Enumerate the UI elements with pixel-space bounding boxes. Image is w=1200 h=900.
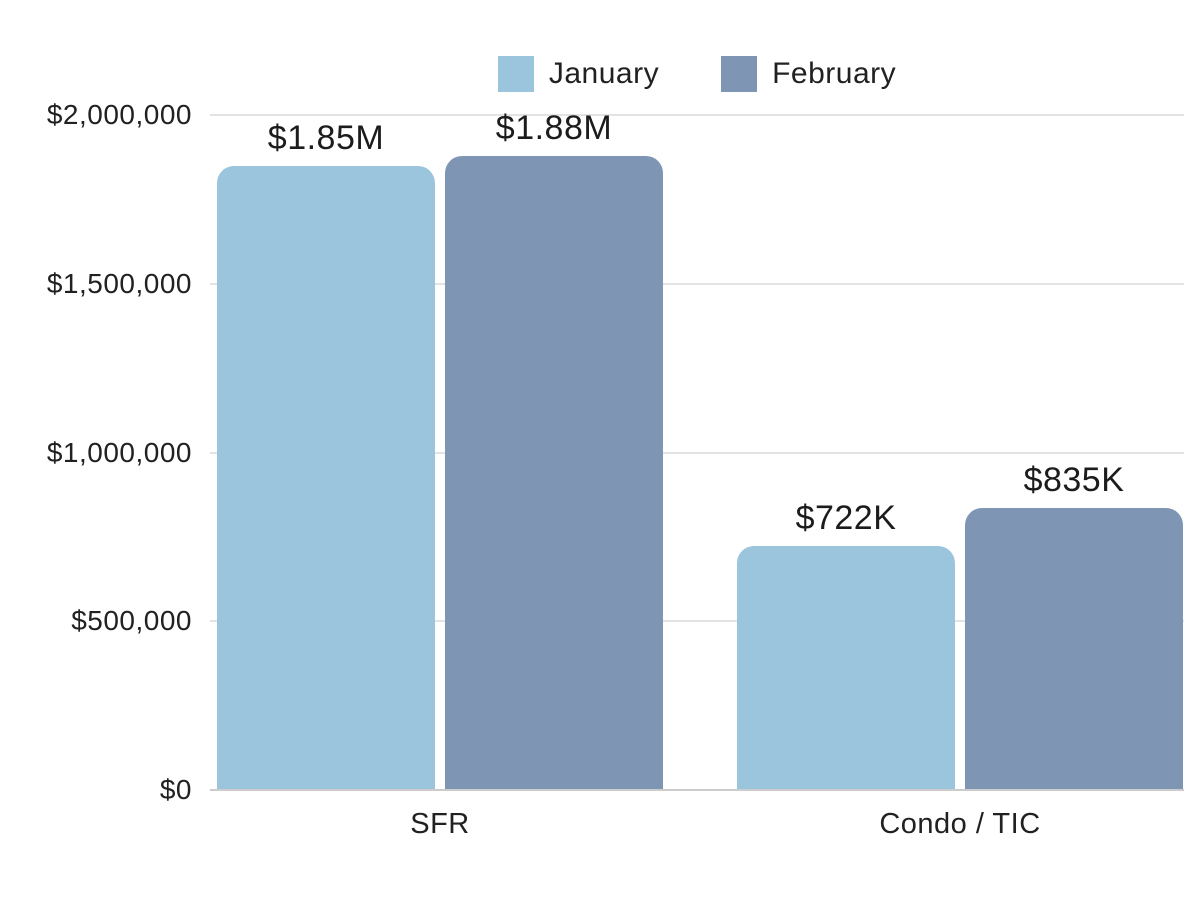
y-tick-label: $500,000 (71, 605, 192, 637)
y-tick-label: $1,000,000 (46, 436, 192, 468)
legend-label-january: January (548, 57, 660, 90)
bar-value-label-january-sfr: $1.85M (267, 118, 385, 157)
bar-february-sfr[interactable] (445, 155, 663, 789)
legend-label-february: February (772, 57, 897, 90)
legend-item-january[interactable]: January (497, 56, 660, 92)
bar-value-label-february-sfr: $1.88M (495, 108, 613, 147)
gridline (210, 282, 1184, 285)
gridline (210, 620, 1184, 623)
bar-january-condo-tic[interactable] (737, 546, 955, 789)
legend-swatch-january-icon (497, 56, 534, 92)
bar-value-label-february-condo-tic: $835K (1023, 461, 1125, 500)
y-tick-label: $2,000,000 (46, 99, 192, 130)
chart-legend: January February (210, 52, 1184, 96)
gridline (210, 451, 1184, 454)
bar-january-sfr[interactable] (217, 165, 435, 789)
x-tick-label-condo-tic: Condo / TIC (879, 808, 1041, 840)
x-axis-baseline (210, 789, 1184, 791)
y-tick-label: $0 (159, 774, 192, 805)
legend-item-february[interactable]: February (721, 56, 896, 92)
bar-february-condo-tic[interactable] (965, 508, 1183, 789)
x-tick-label-sfr: SFR (410, 808, 470, 840)
bar-value-label-january-condo-tic: $722K (795, 499, 897, 538)
gridline (210, 114, 1184, 116)
legend-swatch-february-icon (721, 56, 758, 92)
y-tick-label: $1,500,000 (46, 267, 192, 299)
